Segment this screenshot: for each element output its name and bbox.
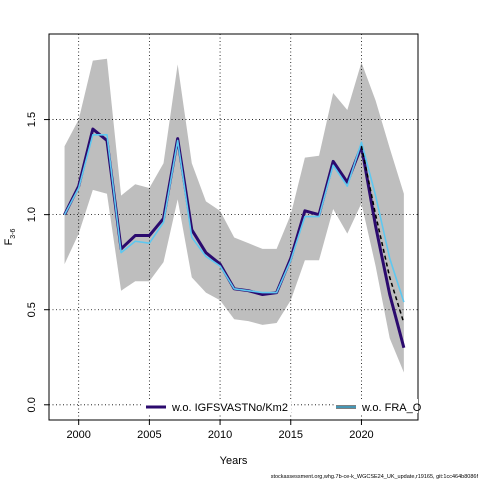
grid-layer [49, 34, 418, 420]
series-line-2 [63, 133, 405, 303]
y-tick-label-2: 1.0 [26, 207, 38, 222]
legend-background-2 [334, 399, 418, 413]
y-axis-label-group: F3-6 [3, 228, 17, 245]
legend-background-1 [143, 399, 291, 413]
y-axis-label-main: F [3, 238, 15, 245]
y-axis: 0.0 0.5 1.0 1.5 [26, 112, 49, 412]
x-tick-label-2015: 2015 [279, 429, 303, 441]
x-tick-label-2020: 2020 [349, 429, 373, 441]
confidence-band-layer [64, 58, 404, 373]
legend-label-series-2: w.o. FRA_O [361, 402, 422, 414]
legend: w.o. IGFSVASTNo/Km2 w.o. FRA_O [143, 399, 422, 414]
x-axis-label: Years [220, 455, 248, 467]
x-tick-label-2005: 2005 [137, 429, 161, 441]
footer-source-text: stockassessment.org,whg.7b-ce-k_WGCSE24_… [271, 474, 479, 480]
y-tick-label-1: 0.5 [26, 302, 38, 317]
x-tick-label-2000: 2000 [66, 429, 90, 441]
y-axis-label-subscript: 3-6 [10, 228, 17, 238]
legend-label-series-1: w.o. IGFSVASTNo/Km2 [171, 402, 288, 414]
y-tick-label-3: 1.5 [26, 112, 38, 127]
x-axis: 2000 2005 2010 2015 2020 [66, 420, 374, 441]
y-axis-label: F3-6 [3, 228, 17, 245]
y-tick-label-0: 0.0 [26, 397, 38, 412]
series-layer [63, 127, 406, 349]
x-tick-label-2010: 2010 [208, 429, 232, 441]
plot-frame [48, 33, 419, 421]
confidence-band [64, 58, 404, 373]
